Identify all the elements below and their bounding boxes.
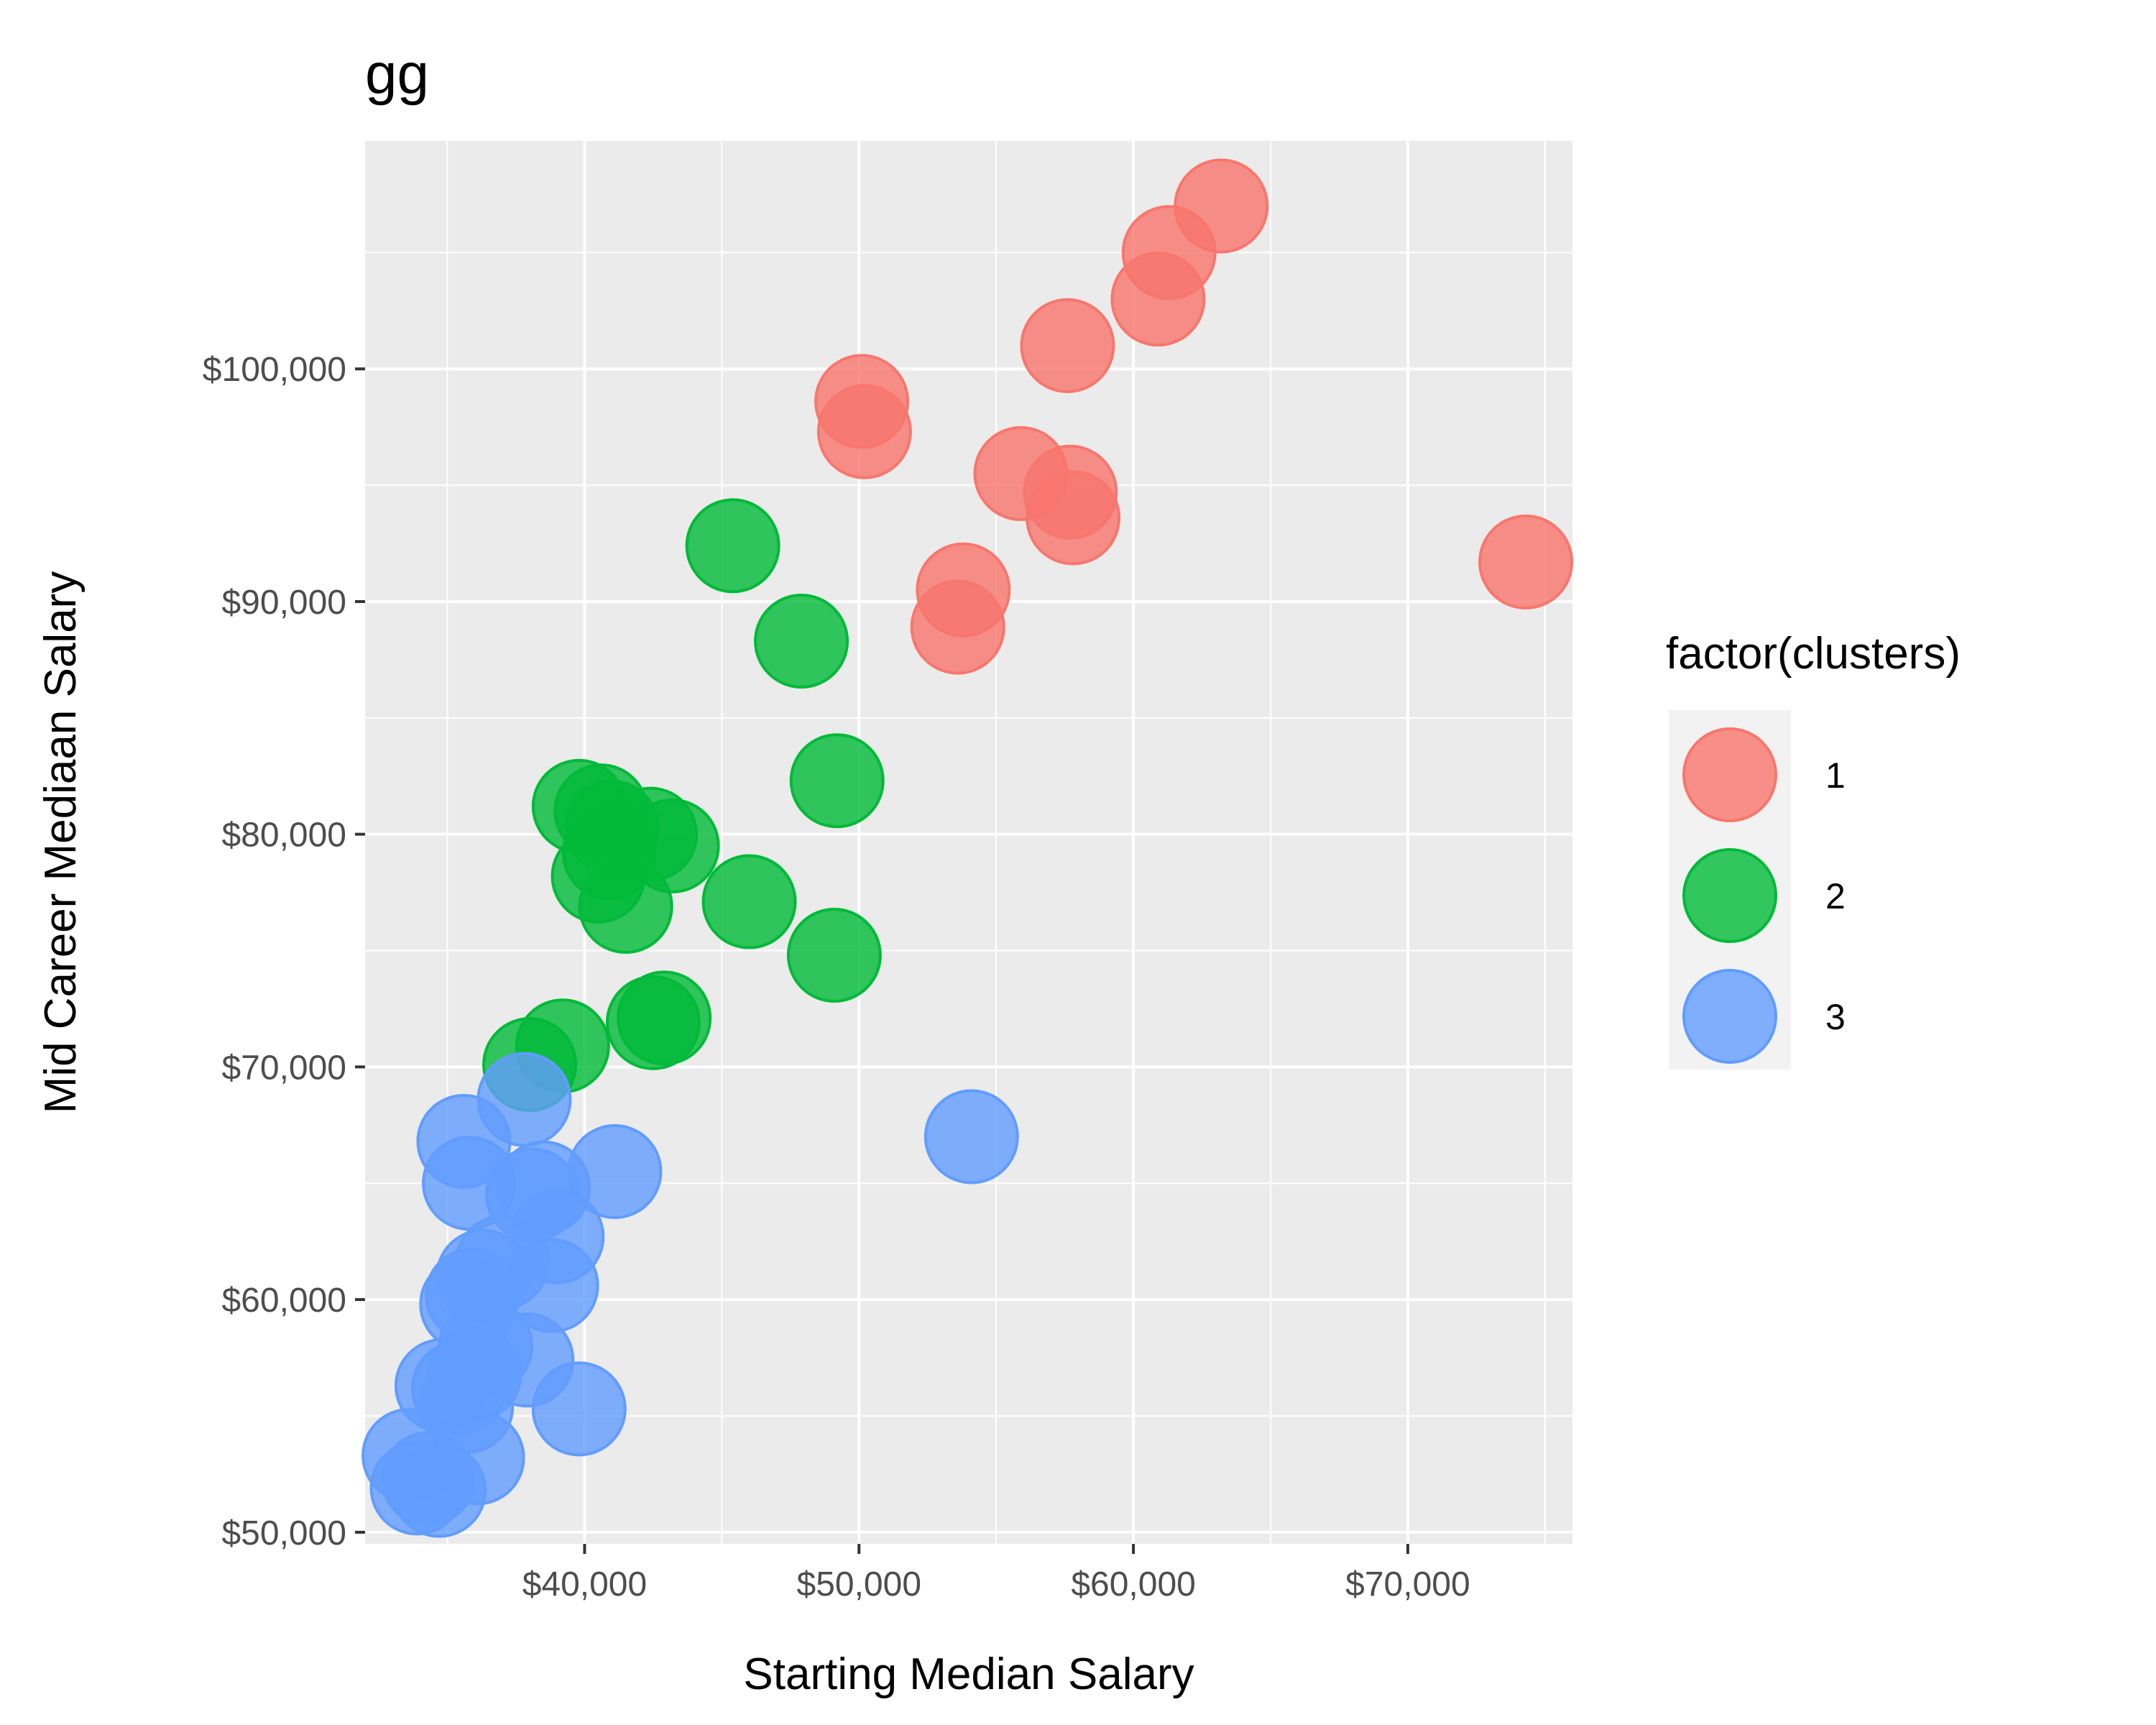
legend-label-2: 2 (1825, 876, 1846, 916)
y-tick-label: $100,000 (203, 351, 346, 389)
legend-key-2 (1682, 848, 1777, 943)
data-point-cluster-2 (578, 859, 673, 954)
x-axis-title: Starting Median Salary (743, 1650, 1194, 1699)
chart-title: gg (365, 42, 429, 106)
y-tick-label: $50,000 (221, 1514, 346, 1552)
x-tick-label: $60,000 (1071, 1565, 1196, 1604)
data-points (361, 158, 1574, 1538)
legend-items: 1 2 3 (1682, 727, 1846, 1064)
x-tick-label: $70,000 (1345, 1565, 1470, 1604)
x-axis: $40,000 $50,000 $60,000 $70,000 (522, 1544, 1470, 1604)
x-tick-label: $40,000 (522, 1565, 648, 1604)
legend: factor(clusters) 1 2 3 (1666, 629, 1961, 1070)
legend-title: factor(clusters) (1666, 629, 1961, 678)
y-tick-label: $70,000 (221, 1049, 346, 1087)
data-point-cluster-2 (605, 975, 701, 1070)
data-point-cluster-2 (685, 498, 780, 594)
data-point-cluster-3 (531, 1361, 627, 1457)
data-point-cluster-1 (1478, 514, 1574, 610)
data-point-cluster-3 (923, 1089, 1019, 1184)
data-point-cluster-1 (910, 579, 1005, 675)
y-tick-label: $90,000 (221, 584, 346, 622)
data-point-cluster-2 (789, 733, 885, 829)
data-point-cluster-3 (369, 1440, 465, 1536)
y-tick-label: $60,000 (221, 1282, 346, 1320)
grid-minor (365, 141, 1572, 1544)
legend-key-3 (1682, 969, 1777, 1064)
legend-label-3: 3 (1825, 997, 1846, 1037)
data-point-cluster-1 (1020, 298, 1115, 393)
data-point-cluster-1 (816, 384, 912, 479)
y-axis-title: Mid Career Mediaan Salary (36, 571, 86, 1114)
x-tick-label: $50,000 (797, 1565, 922, 1604)
data-point-cluster-2 (754, 593, 849, 689)
y-tick-label: $80,000 (221, 816, 346, 855)
legend-label-1: 1 (1825, 755, 1846, 796)
y-axis: $50,000 $60,000 $70,000 $80,000 $90,000 $100,… (203, 351, 365, 1552)
data-point-cluster-1 (1110, 252, 1206, 347)
data-point-cluster-1 (1026, 470, 1121, 566)
data-point-cluster-2 (701, 854, 797, 949)
data-point-cluster-2 (786, 908, 882, 1003)
legend-key-1 (1682, 727, 1777, 822)
